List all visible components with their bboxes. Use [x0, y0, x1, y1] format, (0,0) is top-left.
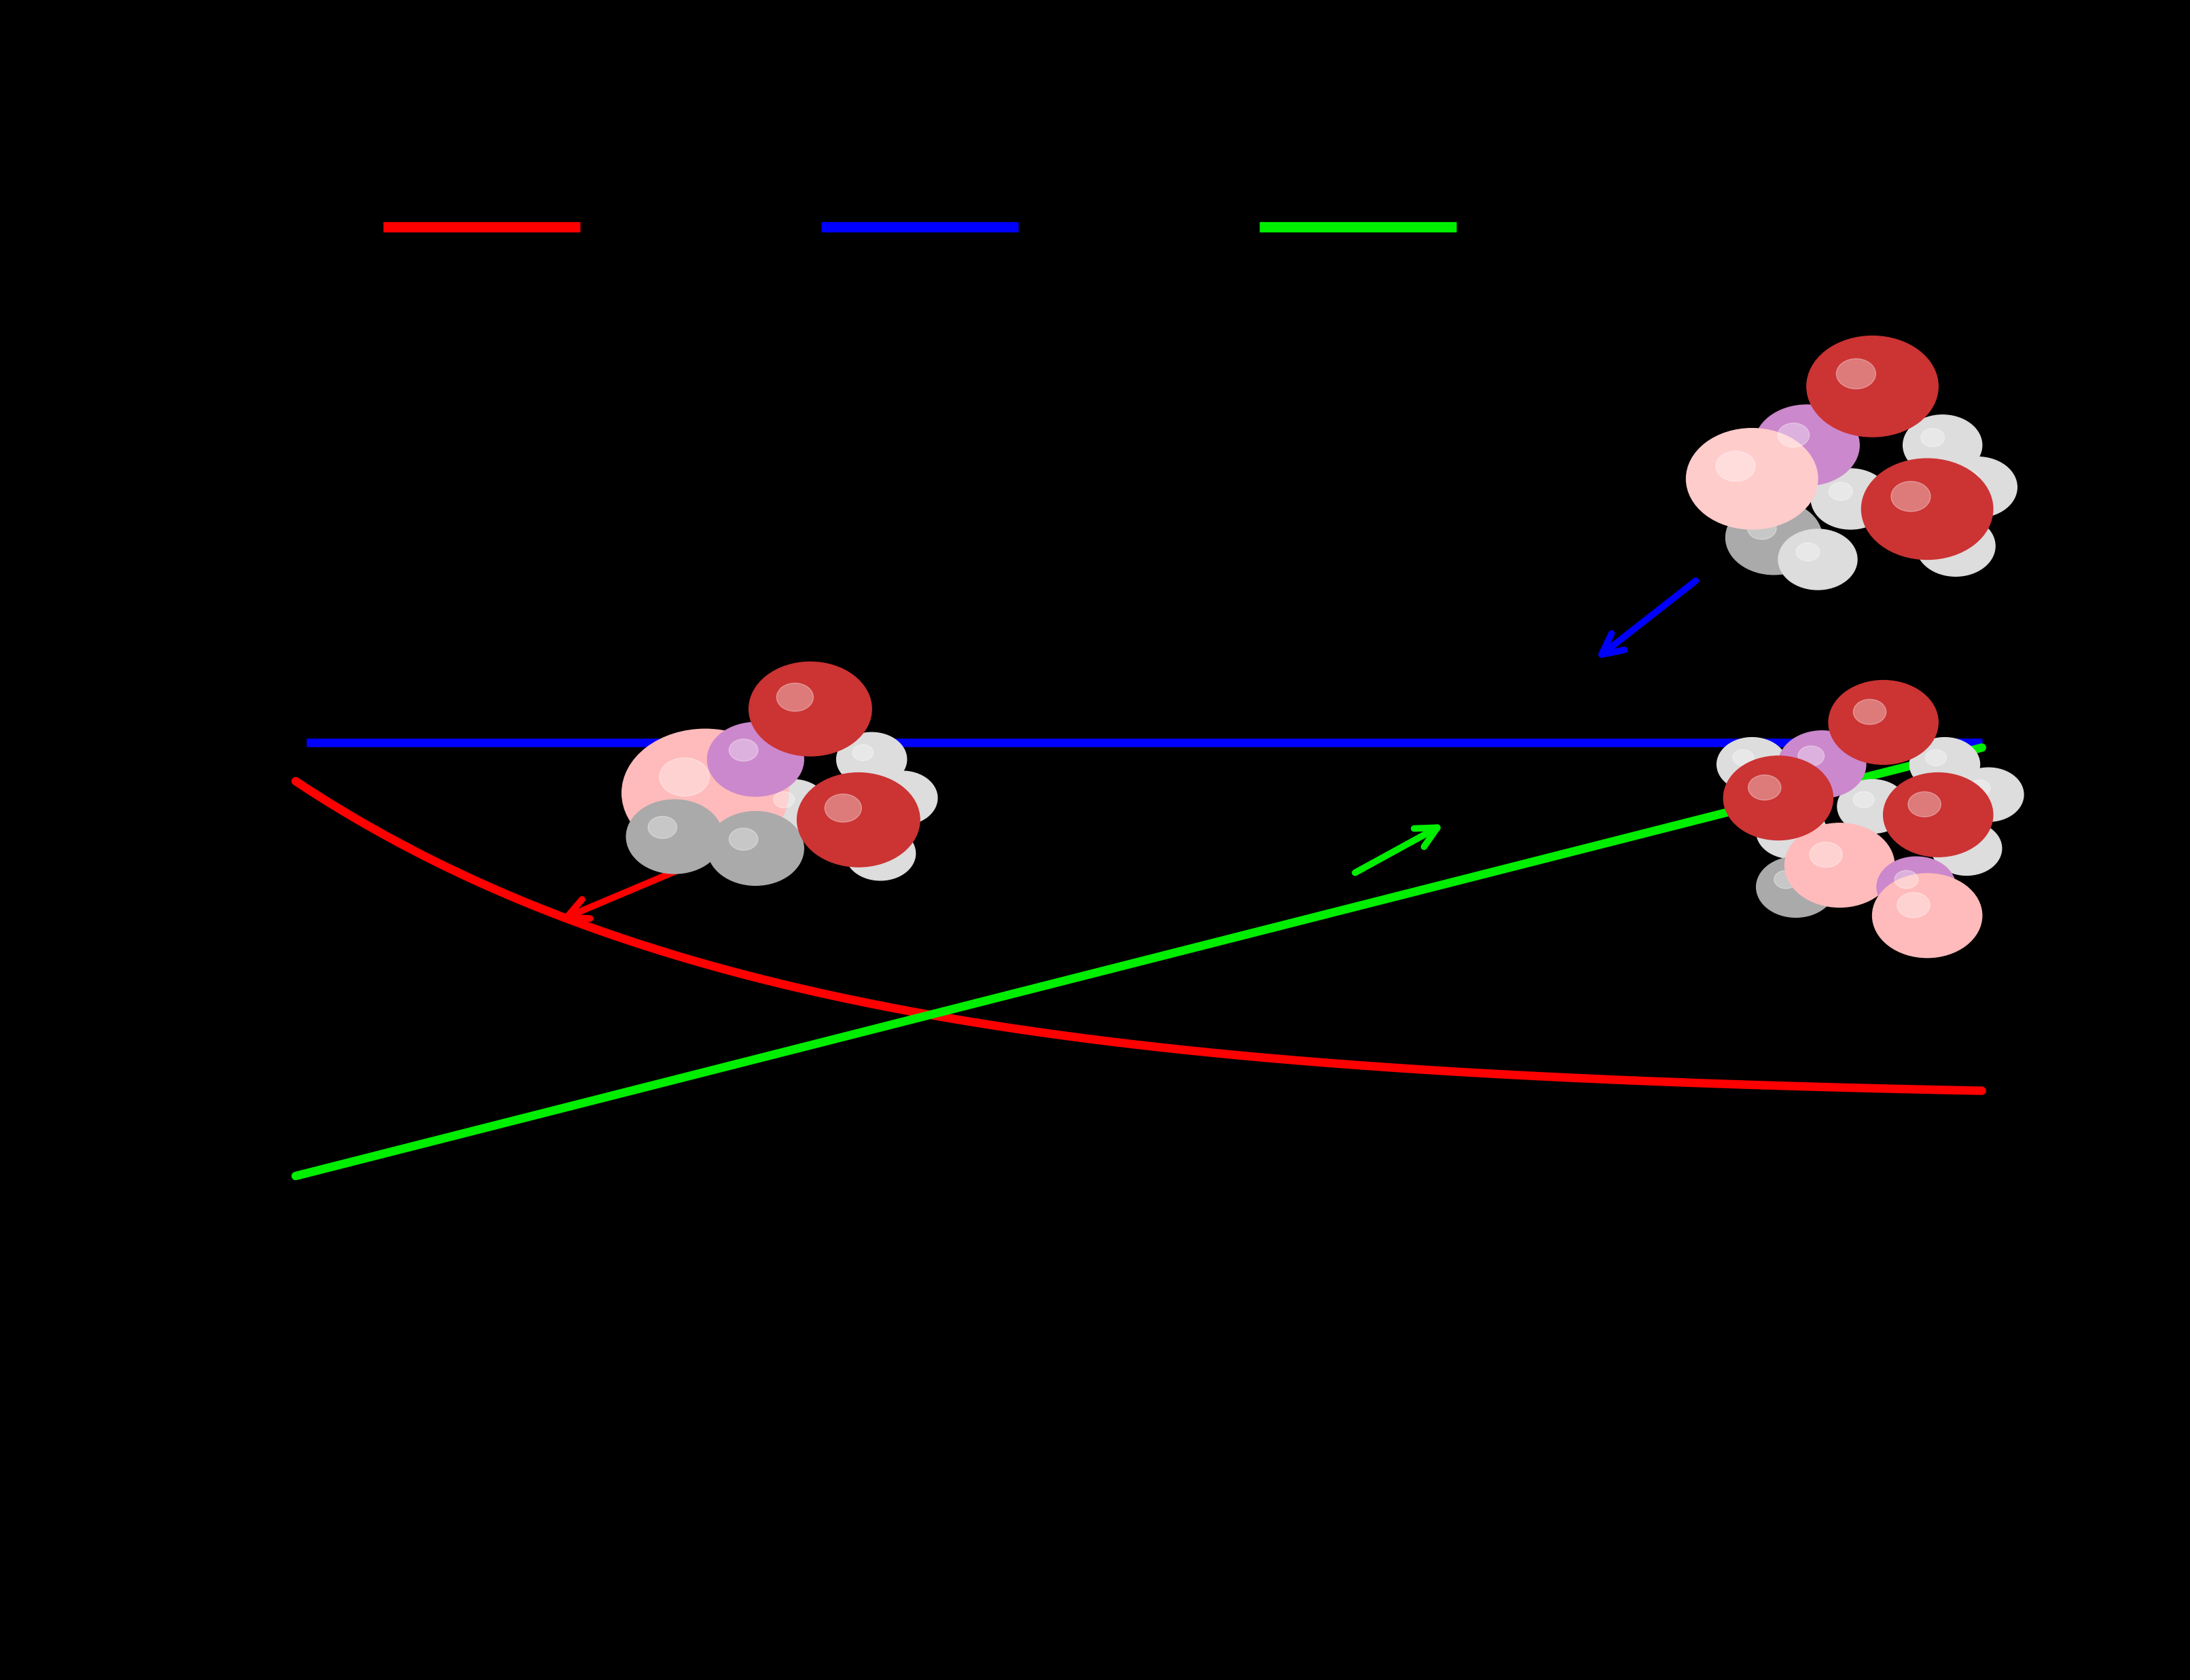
Circle shape	[1829, 680, 1938, 764]
Circle shape	[659, 758, 710, 796]
Circle shape	[626, 800, 723, 874]
Circle shape	[867, 771, 937, 825]
Circle shape	[1754, 405, 1859, 486]
Circle shape	[1934, 529, 1958, 548]
Circle shape	[1837, 780, 1907, 833]
Circle shape	[1883, 773, 1993, 857]
Circle shape	[1953, 768, 2024, 822]
Circle shape	[1726, 501, 1822, 575]
Circle shape	[1932, 822, 2002, 875]
Circle shape	[622, 729, 788, 857]
Circle shape	[1853, 791, 1875, 808]
Circle shape	[1853, 699, 1886, 724]
Circle shape	[1903, 415, 1982, 475]
Circle shape	[1785, 823, 1894, 907]
Circle shape	[729, 739, 758, 761]
Circle shape	[1938, 457, 2017, 517]
Circle shape	[1717, 452, 1756, 482]
Circle shape	[1798, 746, 1824, 766]
Circle shape	[777, 684, 812, 711]
Circle shape	[1811, 469, 1890, 529]
Circle shape	[1829, 482, 1853, 501]
Circle shape	[1835, 360, 1875, 390]
Circle shape	[1872, 874, 1982, 958]
Circle shape	[1732, 749, 1754, 766]
Circle shape	[1717, 738, 1787, 791]
Circle shape	[648, 816, 677, 838]
Circle shape	[883, 783, 904, 800]
Circle shape	[749, 662, 872, 756]
Circle shape	[1796, 543, 1820, 561]
Circle shape	[852, 744, 874, 761]
Circle shape	[1756, 857, 1835, 917]
Circle shape	[773, 791, 795, 808]
Circle shape	[1772, 816, 1794, 833]
Circle shape	[1921, 428, 1945, 447]
Circle shape	[1807, 336, 1938, 437]
Circle shape	[758, 780, 828, 833]
Circle shape	[1956, 470, 1980, 489]
Circle shape	[826, 795, 861, 822]
Circle shape	[1862, 459, 1993, 559]
Circle shape	[1969, 780, 1991, 796]
Circle shape	[1774, 870, 1798, 889]
Circle shape	[1894, 870, 1918, 889]
Circle shape	[1778, 731, 1866, 798]
Circle shape	[1809, 842, 1842, 867]
Circle shape	[1778, 529, 1857, 590]
Circle shape	[1897, 892, 1929, 917]
Circle shape	[845, 827, 915, 880]
Circle shape	[1907, 791, 1940, 816]
Circle shape	[797, 773, 920, 867]
Circle shape	[1877, 857, 1956, 917]
Circle shape	[1748, 774, 1780, 800]
Circle shape	[1947, 833, 1969, 850]
Circle shape	[707, 811, 804, 885]
Circle shape	[837, 732, 907, 786]
Circle shape	[1686, 428, 1818, 529]
Circle shape	[861, 838, 883, 855]
Circle shape	[1724, 756, 1833, 840]
Circle shape	[1925, 749, 1947, 766]
Circle shape	[1916, 516, 1995, 576]
Circle shape	[729, 828, 758, 850]
Circle shape	[1756, 805, 1826, 858]
Circle shape	[1778, 423, 1809, 447]
Circle shape	[1892, 482, 1932, 512]
Circle shape	[1748, 517, 1776, 539]
Circle shape	[707, 722, 804, 796]
Circle shape	[1910, 738, 1980, 791]
